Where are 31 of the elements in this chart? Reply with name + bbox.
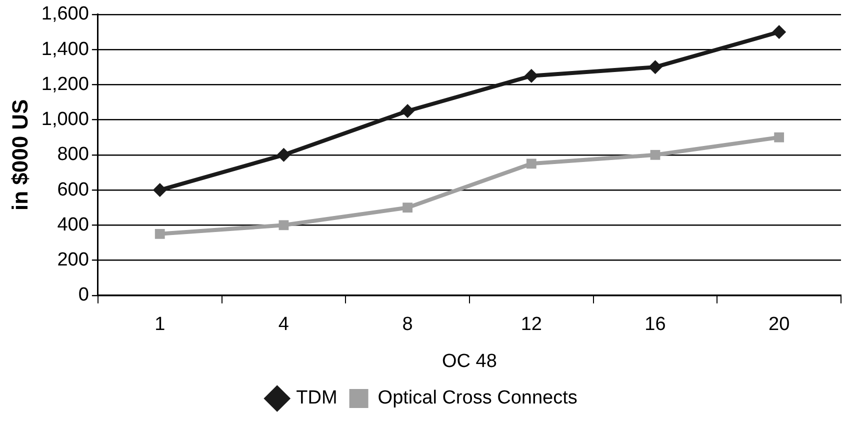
y-axis-title: in $000 US [7, 99, 32, 211]
y-tick-label: 800 [57, 144, 89, 166]
point [278, 220, 289, 230]
point [648, 60, 662, 74]
point [400, 104, 415, 118]
x-tick-label: 16 [644, 314, 666, 336]
point [772, 24, 786, 39]
point [154, 228, 165, 239]
y-tick-label: 1,200 [41, 74, 89, 95]
y-tick-label: 600 [57, 179, 89, 200]
y-tick-label: 1,600 [41, 4, 89, 25]
legend-label: TDM [296, 388, 338, 409]
point [774, 132, 784, 142]
y-tick-label: 200 [57, 250, 89, 271]
x-tick-label: 1 [154, 314, 166, 336]
point [650, 150, 660, 160]
y-tick-label: 1,400 [41, 38, 89, 60]
point [276, 148, 291, 162]
y-tick-label: 1,000 [41, 109, 89, 130]
legend-label: Optical Cross Connects [378, 388, 578, 409]
point [152, 183, 167, 198]
x-tick-label: 20 [768, 314, 790, 336]
y-tick-label: 0 [78, 284, 89, 306]
point [402, 202, 412, 213]
x-tick-label: 4 [278, 314, 290, 336]
point [526, 158, 536, 169]
y-tick-label: 400 [57, 214, 89, 236]
x-tick-label: 12 [520, 314, 542, 336]
x-axis-title: OC 48 [442, 350, 497, 372]
x-tick-label: 8 [402, 314, 413, 336]
point [524, 68, 538, 83]
